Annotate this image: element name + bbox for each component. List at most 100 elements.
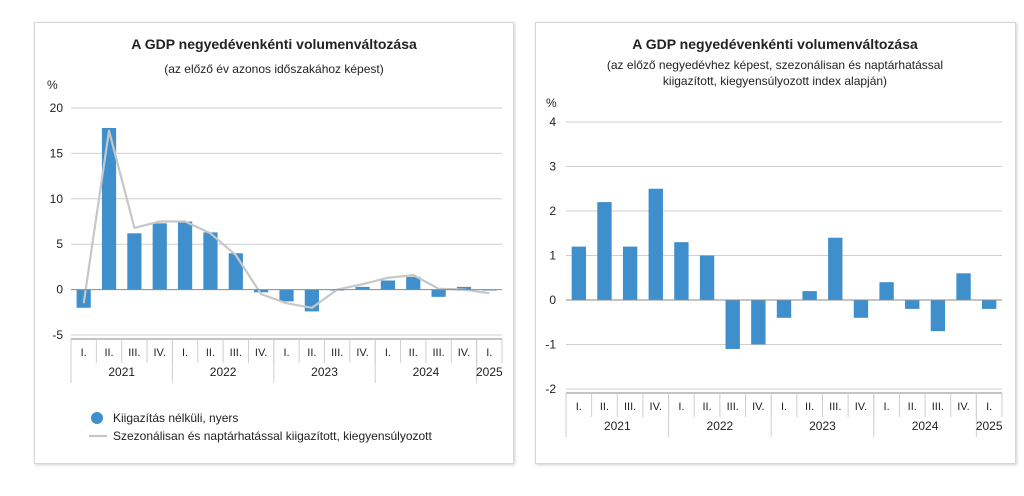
- bar: [725, 300, 740, 349]
- chart-subtitle: (az előző év azonos időszakához képest): [164, 62, 383, 76]
- x-tick-label: II.: [805, 401, 814, 413]
- x-tick-label: I.: [182, 347, 188, 359]
- bar: [406, 276, 421, 290]
- x-year-label: 2024: [912, 419, 939, 433]
- bar: [152, 223, 167, 290]
- x-tick-label: II.: [104, 347, 113, 359]
- x-year-label: 2023: [311, 365, 338, 379]
- x-tick-label: IV.: [855, 401, 867, 413]
- bar: [127, 233, 142, 290]
- y-tick-label: 15: [50, 146, 64, 160]
- legend-item-line: Szezonálisan és naptárhatással kiigazíto…: [113, 429, 433, 443]
- x-tick-label: IV.: [356, 347, 368, 359]
- x-tick-label: I.: [986, 401, 992, 413]
- chart-panel-right: A GDP negyedévenkénti volumenváltozása (a…: [535, 22, 1016, 464]
- x-tick-label: III.: [433, 347, 445, 359]
- bar: [431, 289, 446, 297]
- x-tick-label: I.: [283, 347, 289, 359]
- y-tick-label: -5: [52, 328, 63, 342]
- y-tick-label: 0: [56, 283, 63, 297]
- y-tick-label: 1: [549, 249, 556, 263]
- y-tick-label: 3: [549, 160, 556, 174]
- x-tick-label: III.: [932, 401, 944, 413]
- y-tick-label: 10: [50, 192, 64, 206]
- x-year-label: 2021: [108, 365, 135, 379]
- x-tick-label: III.: [230, 347, 242, 359]
- bar: [905, 300, 920, 309]
- x-tick-label: I.: [486, 347, 492, 359]
- y-axis-unit-label: %: [546, 96, 557, 110]
- y-axis-unit-label: %: [47, 78, 58, 92]
- bar: [853, 300, 869, 318]
- bar: [228, 253, 243, 290]
- x-tick-label: I.: [385, 347, 391, 359]
- chart-right: A GDP negyedévenkénti volumenváltozása (a…: [545, 36, 1003, 437]
- x-tick-label: II.: [409, 347, 418, 359]
- x-tick-label: I.: [884, 401, 890, 413]
- x-tick-label: I.: [781, 401, 787, 413]
- y-tick-label: 5: [56, 237, 63, 251]
- chart-title: A GDP negyedévenkénti volumenváltozása: [632, 36, 918, 52]
- x-tick-label: III.: [829, 401, 841, 413]
- bar: [828, 237, 843, 300]
- series-line: [82, 129, 490, 309]
- x-year-label: 2025: [476, 365, 503, 379]
- bar: [699, 255, 715, 300]
- bar: [802, 291, 817, 300]
- bar: [930, 300, 946, 332]
- x-tick-label: IV.: [458, 347, 470, 359]
- x-tick-label: III.: [727, 401, 739, 413]
- bar: [956, 273, 971, 300]
- x-year-label: 2021: [604, 419, 631, 433]
- chart-panel-left: A GDP negyedévenkénti volumenváltozása (a…: [34, 22, 514, 464]
- bar: [571, 246, 587, 300]
- bar: [648, 188, 663, 300]
- y-tick-label: 0: [549, 293, 556, 307]
- y-tick-label: -1: [545, 338, 556, 352]
- x-tick-label: II.: [702, 401, 711, 413]
- x-tick-label: III.: [331, 347, 343, 359]
- x-tick-label: IV.: [154, 347, 166, 359]
- x-year-label: 2022: [707, 419, 734, 433]
- bar: [776, 300, 792, 318]
- bar: [101, 127, 117, 290]
- x-tick-label: IV.: [255, 347, 267, 359]
- y-tick-label: -2: [545, 382, 556, 396]
- x-tick-label: II.: [307, 347, 316, 359]
- legend-item-bar: Kiigazítás nélküli, nyers: [113, 411, 238, 425]
- bar: [751, 300, 766, 345]
- bar: [456, 286, 472, 290]
- bar: [597, 202, 612, 300]
- y-tick-label: 2: [549, 204, 556, 218]
- x-year-label: 2024: [413, 365, 440, 379]
- x-tick-label: III.: [624, 401, 636, 413]
- chart-title: A GDP negyedévenkénti volumenváltozása: [131, 36, 417, 52]
- x-tick-label: I.: [81, 347, 87, 359]
- x-tick-label: I.: [576, 401, 582, 413]
- bar: [380, 280, 396, 290]
- bar: [879, 282, 894, 300]
- bar: [674, 242, 689, 300]
- y-tick-label: 20: [50, 101, 64, 115]
- bar: [622, 246, 638, 300]
- bar: [279, 289, 294, 302]
- chart-subtitle-line: kiigazított, kiegyensúlyozott index alap…: [663, 74, 887, 88]
- chart-left: A GDP negyedévenkénti volumenváltozása (a…: [47, 36, 503, 443]
- x-year-label: 2023: [809, 419, 836, 433]
- x-tick-label: II.: [908, 401, 917, 413]
- bar: [355, 286, 370, 290]
- bar: [177, 221, 193, 290]
- bar: [981, 300, 997, 309]
- x-year-label: 2022: [210, 365, 237, 379]
- y-tick-label: 4: [549, 115, 556, 129]
- bar: [203, 232, 218, 290]
- x-year-label: 2025: [976, 419, 1003, 433]
- x-tick-label: IV.: [752, 401, 764, 413]
- x-tick-label: IV.: [957, 401, 969, 413]
- legend-bar-marker: [91, 412, 103, 424]
- bar: [254, 289, 269, 293]
- chart-subtitle-line: (az előző negyedévhez képest, szezonális…: [607, 58, 943, 72]
- x-tick-label: II.: [600, 401, 609, 413]
- x-tick-label: IV.: [650, 401, 662, 413]
- x-tick-label: I.: [678, 401, 684, 413]
